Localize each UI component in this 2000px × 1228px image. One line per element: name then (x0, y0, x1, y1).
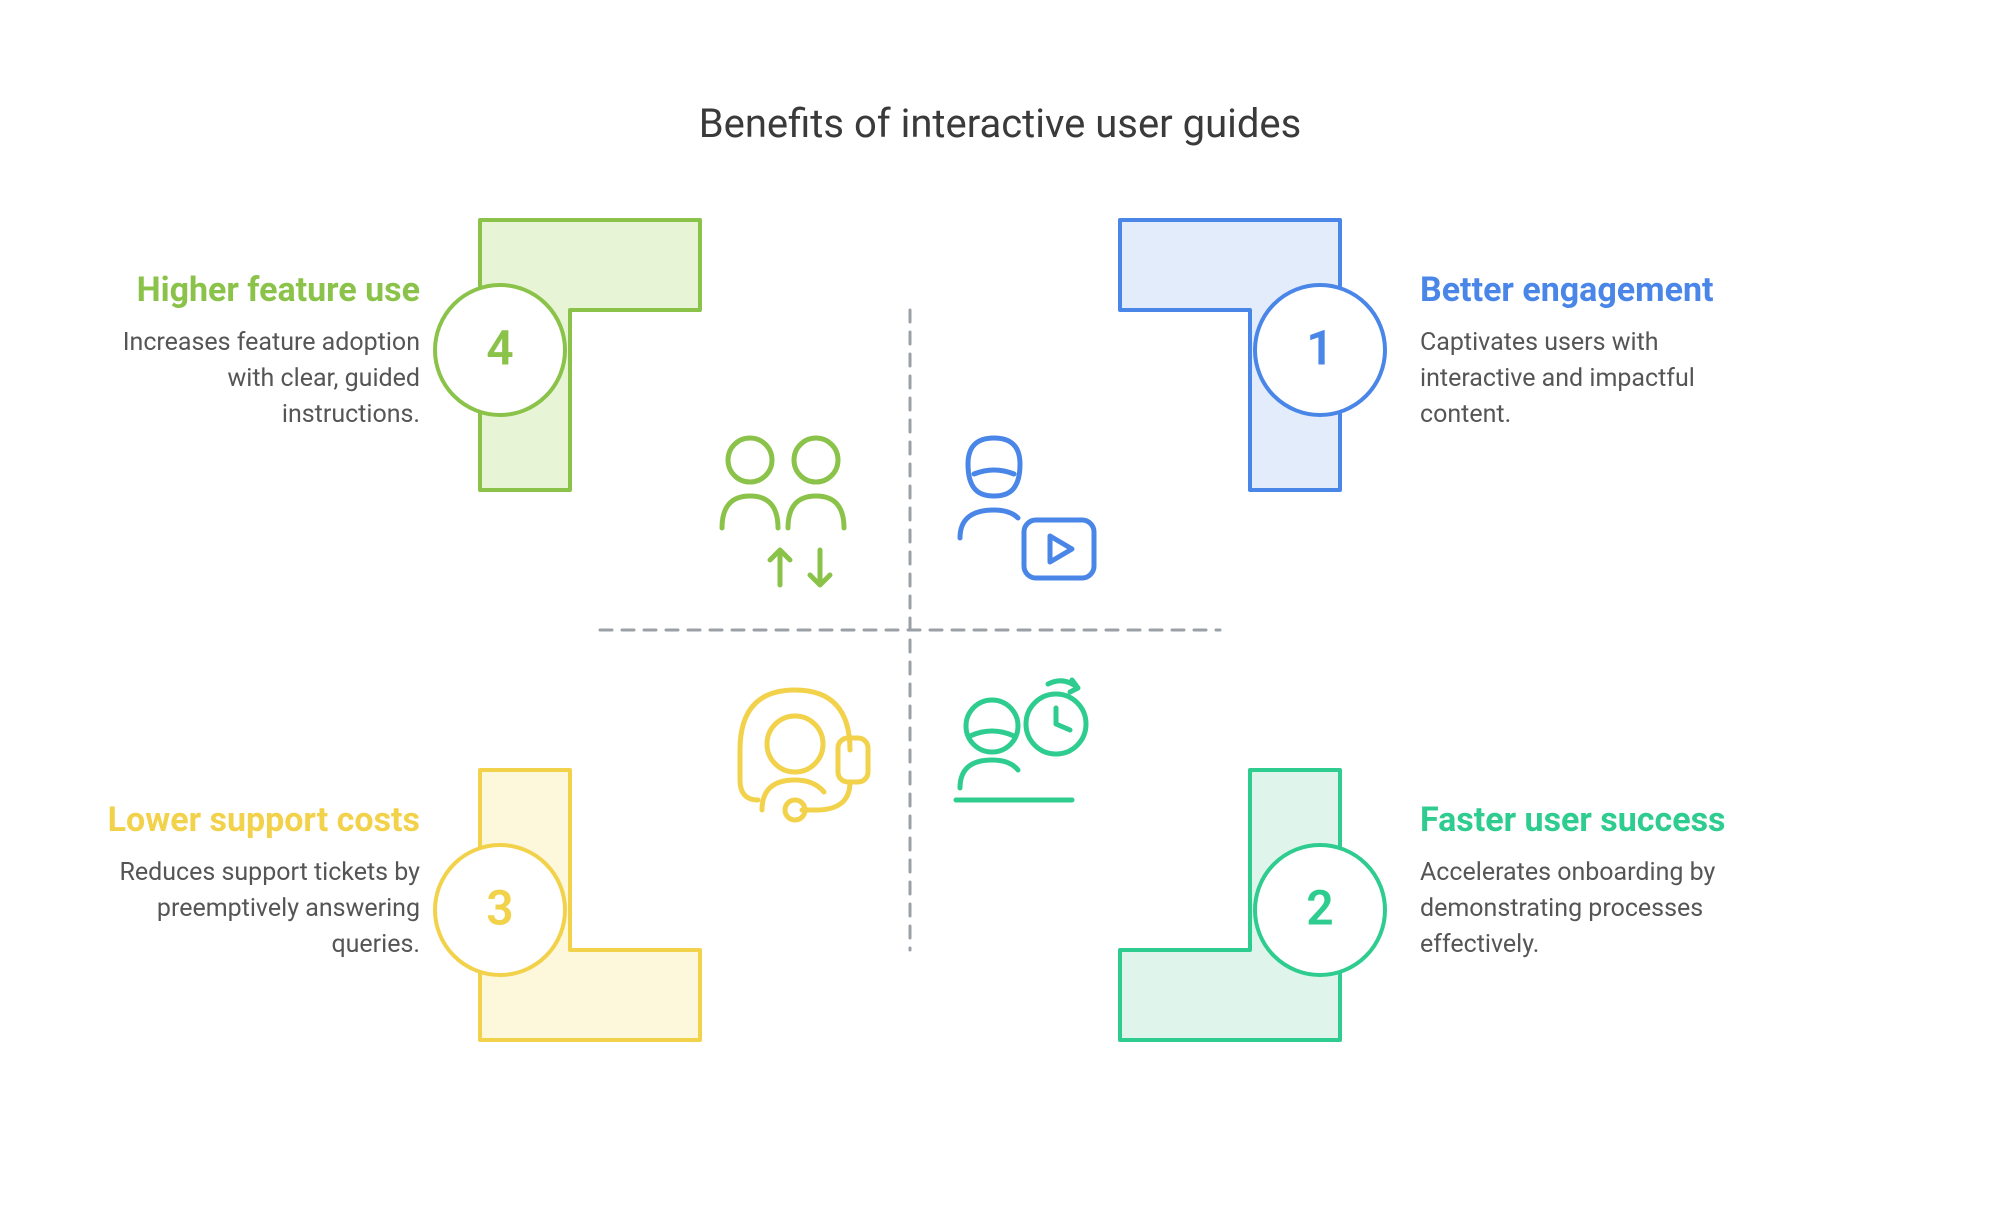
diagram-canvas: 4 1 (0, 0, 2000, 1228)
quadrant-br-heading: Faster user success (1420, 800, 1740, 841)
headset-icon (740, 690, 868, 820)
quadrant-bl-text: Lower support costs Reduces support tick… (100, 800, 420, 964)
quadrant-tl-body: Increases feature adoption with clear, g… (100, 325, 420, 434)
quadrant-number-3: 3 (486, 880, 513, 937)
center-dividers (600, 310, 1220, 950)
quadrant-number-1: 1 (1306, 320, 1333, 377)
quadrant-tr: 1 (960, 220, 1385, 578)
quadrant-number-2: 2 (1306, 880, 1333, 937)
quadrant-br: 2 (956, 680, 1385, 1040)
quadrant-number-4: 4 (486, 320, 513, 377)
quadrant-tr-body: Captivates users with interactive and im… (1420, 325, 1740, 434)
quadrant-br-body: Accelerates onboarding by demonstrating … (1420, 855, 1740, 964)
quadrant-bl: 3 (435, 690, 868, 1040)
quadrant-bl-heading: Lower support costs (100, 800, 420, 841)
quadrant-tr-heading: Better engagement (1420, 270, 1740, 311)
infographic-stage: Benefits of interactive user guides 4 (0, 0, 2000, 1228)
users-arrows-icon (722, 438, 844, 585)
quadrant-tl: 4 (435, 220, 844, 585)
quadrant-br-text: Faster user success Accelerates onboardi… (1420, 800, 1740, 964)
quadrant-tl-heading: Higher feature use (100, 270, 420, 311)
quadrant-bl-body: Reduces support tickets by preemptively … (100, 855, 420, 964)
quadrant-tr-text: Better engagement Captivates users with … (1420, 270, 1740, 434)
quadrant-tl-text: Higher feature use Increases feature ado… (100, 270, 420, 434)
person-clock-icon (956, 680, 1086, 800)
person-play-icon (960, 438, 1094, 578)
